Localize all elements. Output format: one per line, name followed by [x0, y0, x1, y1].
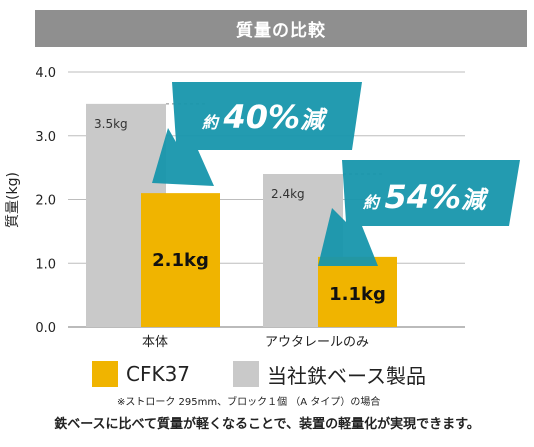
y-tick-label: 3.0	[35, 130, 56, 145]
x-tick-label: アウタレールのみ	[265, 335, 369, 350]
reduction-value: 40%	[222, 98, 300, 136]
chart-title: 質量の比較	[236, 21, 326, 41]
data-label-cfk37: 1.1kg	[329, 284, 386, 305]
reduction-suffix: 減	[300, 106, 328, 134]
bar-cfk37	[318, 256, 397, 327]
reduction-value: 54%	[384, 178, 461, 216]
y-tick-label: 2.0	[35, 194, 56, 209]
reduction-arrow	[152, 82, 362, 186]
reduction-suffix: 減	[461, 186, 489, 214]
y-tick-label: 4.0	[35, 66, 56, 81]
bar-layer	[86, 103, 397, 327]
bar-cfk37	[141, 193, 220, 327]
data-label-steel: 3.5kg	[94, 117, 128, 131]
y-tick-label: 1.0	[35, 257, 56, 272]
data-label-cfk37: 2.1kg	[152, 250, 209, 271]
y-axis-label: 質量(kg)	[5, 172, 21, 228]
legend-label-steel: 当社鉄ベース製品	[267, 363, 426, 388]
reduction-arrow	[318, 160, 520, 266]
reduction-label: 約 54%減	[362, 178, 489, 216]
reduction-label: 約 40%減	[201, 98, 328, 136]
arrow-layer: 約 40%減約 54%減	[152, 82, 520, 266]
chart-title-bar: 質量の比較	[35, 10, 527, 47]
legend-label-cfk37: CFK37	[126, 362, 191, 386]
footnote: ※ストローク 295mm、ブロック１個 （A タイプ）の場合	[117, 397, 381, 408]
reduction-prefix: 約	[201, 113, 224, 132]
y-tick-label: 0.0	[35, 321, 56, 336]
legend-swatch-cfk37	[92, 361, 118, 387]
legend-swatch-steel	[233, 361, 259, 387]
legend-item-steel: 当社鉄ベース製品	[233, 360, 426, 388]
legend-item-cfk37: CFK37	[92, 360, 190, 388]
summary-text: 鉄ベースに比べて質量が軽くなることで、装置の軽量化が実現できます。	[54, 417, 480, 432]
label-layer: 3.5kg 2.1kg 本体 2.4kg 1.1kg アウタレールのみ	[94, 103, 386, 350]
reduction-prefix: 約	[362, 193, 385, 212]
data-label-steel: 2.4kg	[271, 187, 305, 201]
x-tick-label: 本体	[142, 335, 168, 350]
